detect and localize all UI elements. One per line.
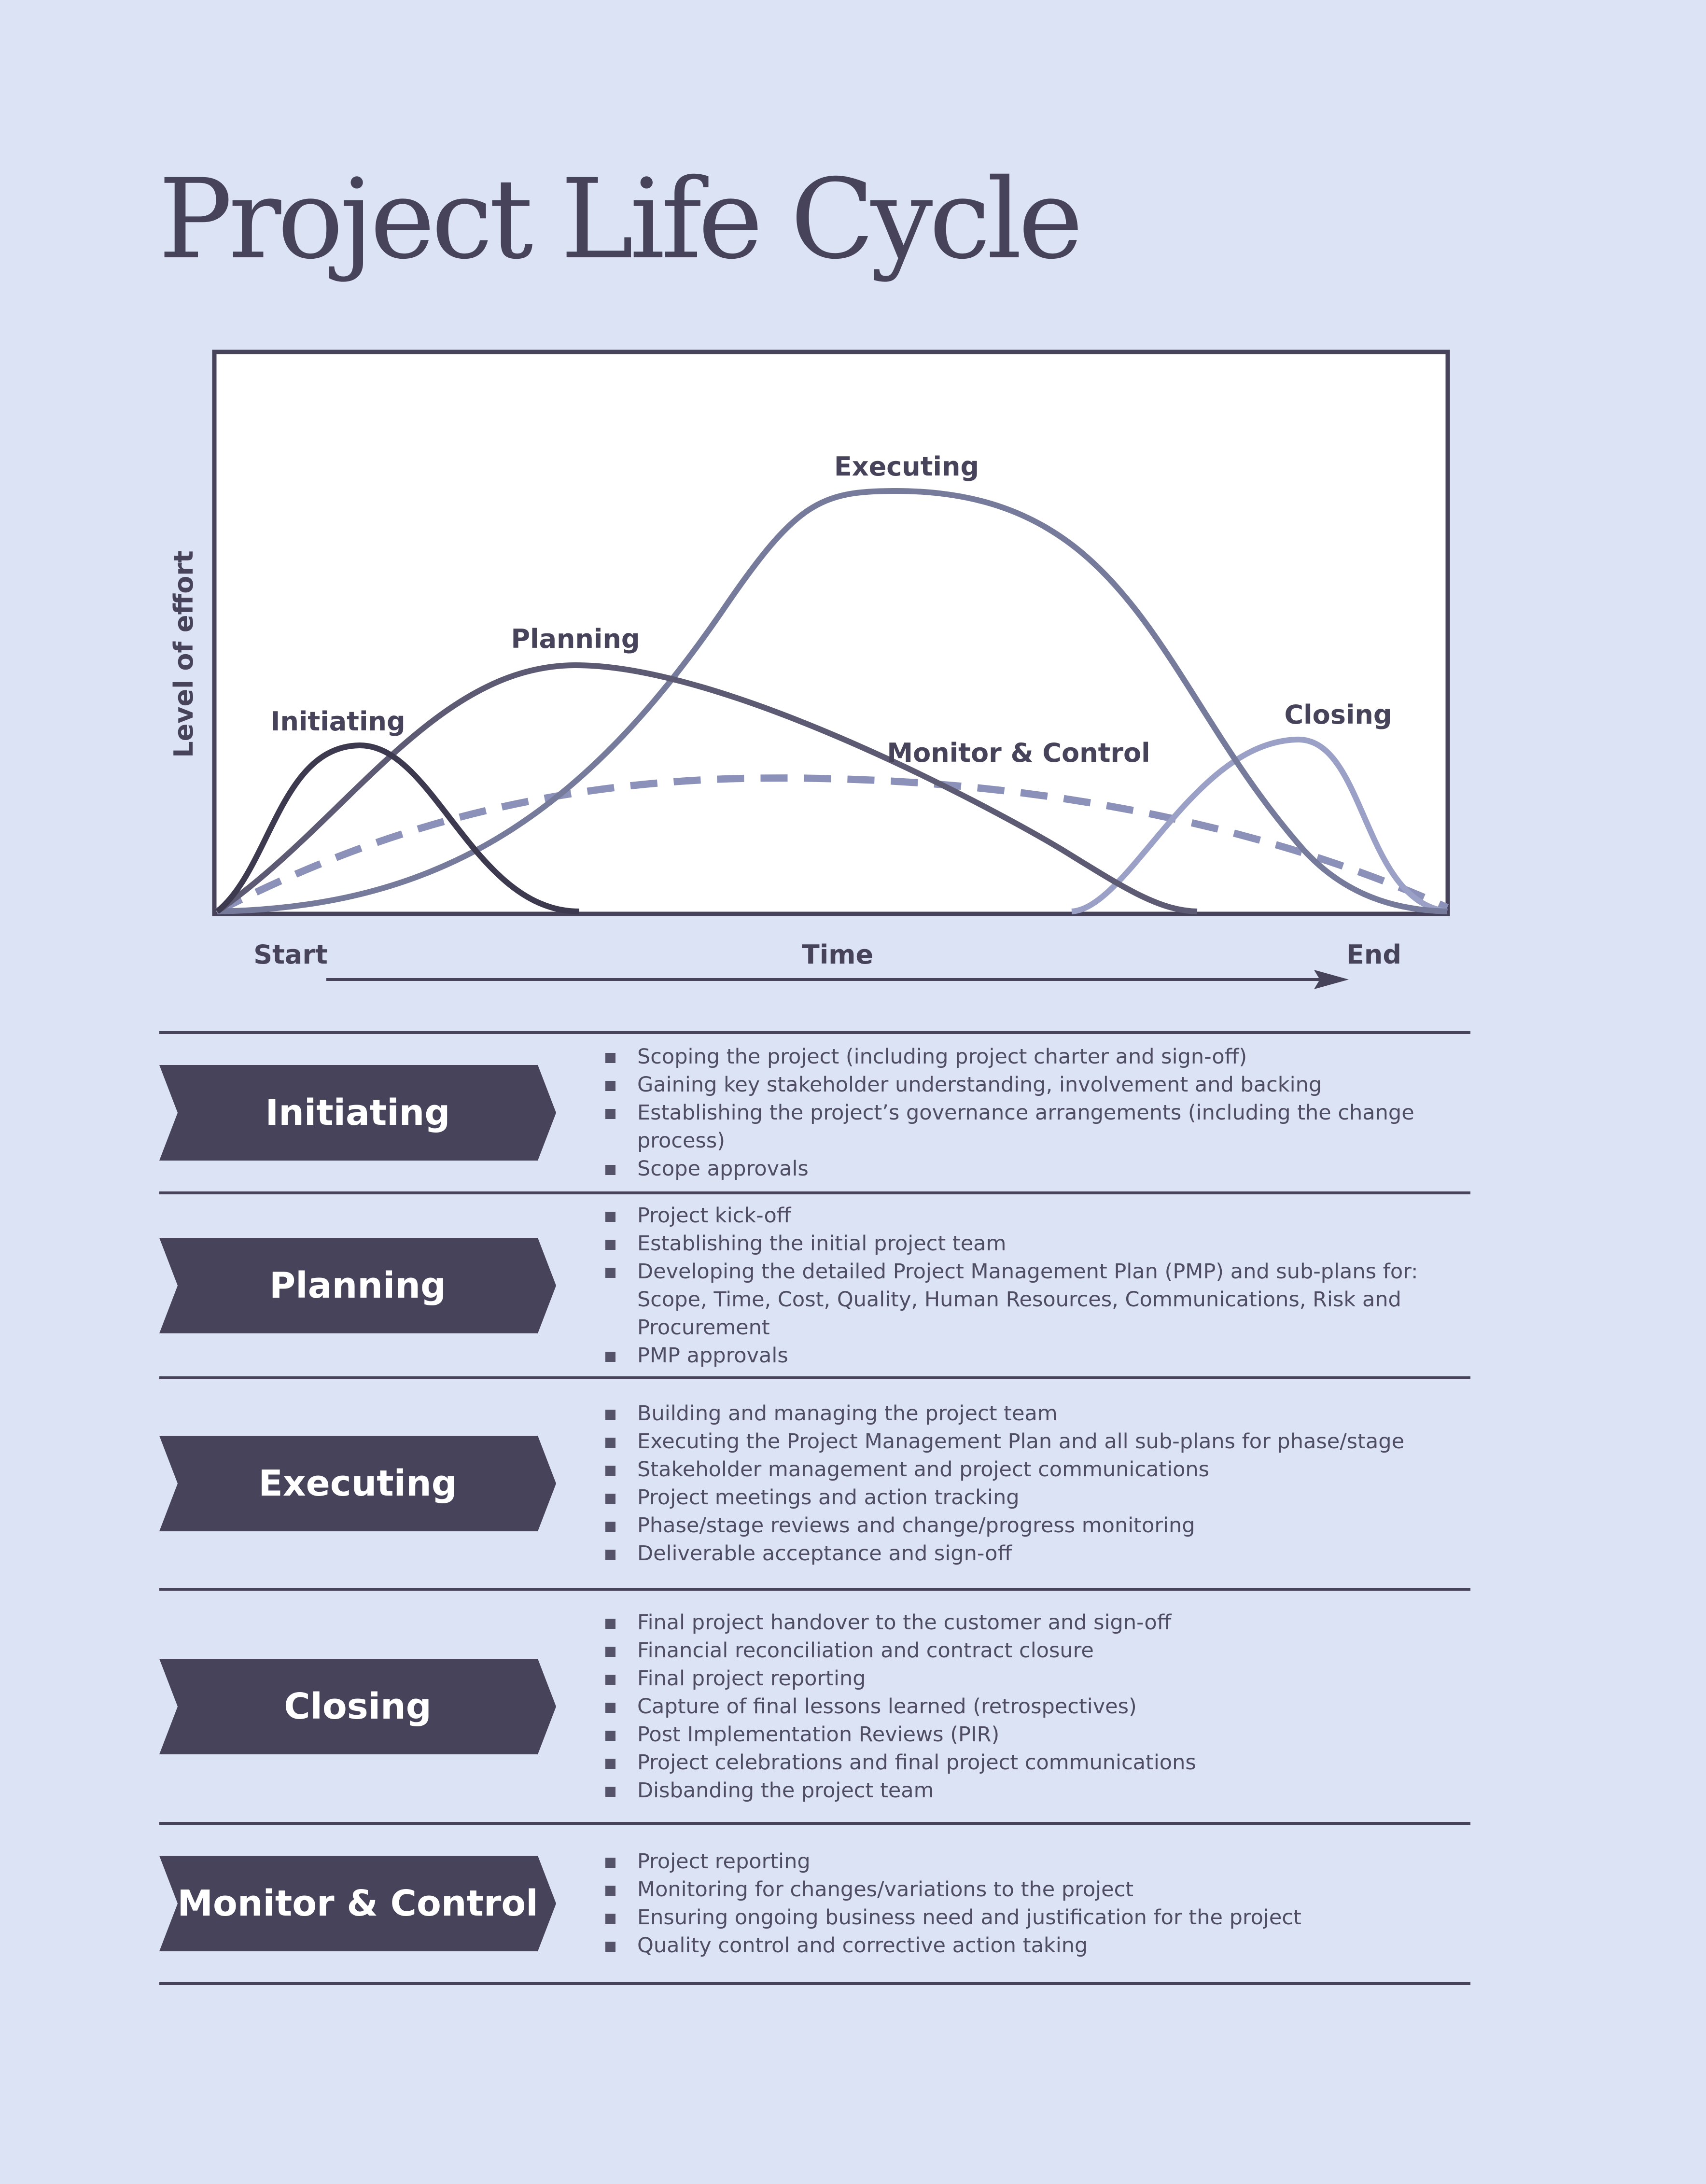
list-item: Final project reporting — [605, 1665, 1470, 1693]
chevron-shape — [159, 1856, 556, 1951]
chevron-shape — [159, 1065, 556, 1161]
list-item: Phase/stage reviews and change/progress … — [605, 1512, 1470, 1540]
list-item: Post Implementation Reviews (PIR) — [605, 1721, 1470, 1749]
phase-bullets: Project reporting Monitoring for changes… — [605, 1848, 1470, 1960]
list-item: Monitoring for changes/variations to the… — [605, 1876, 1470, 1904]
list-item: Establishing the initial project team — [605, 1230, 1470, 1258]
list-item: Project meetings and action tracking — [605, 1484, 1470, 1512]
list-item: Developing the detailed Project Manageme… — [605, 1258, 1470, 1342]
label-monitor-control: Monitor & Control — [887, 738, 1150, 768]
divider — [159, 1982, 1470, 1985]
curve-executing — [217, 488, 1448, 914]
label-executing: Executing — [834, 451, 979, 482]
time-arrow-head — [1314, 970, 1349, 989]
phase-bullets: Scoping the project (including project c… — [605, 1043, 1470, 1183]
phase-bullets: Project kick-off Establishing the initia… — [605, 1202, 1470, 1370]
divider — [159, 1376, 1470, 1379]
chevron-shape — [159, 1658, 556, 1754]
label-planning: Planning — [511, 624, 640, 654]
list-item: Project reporting — [605, 1848, 1470, 1876]
list-item: PMP approvals — [605, 1342, 1470, 1370]
phase-row-executing: Executing Building and managing the proj… — [159, 1379, 1470, 1588]
list-item: Ensuring ongoing business need and justi… — [605, 1904, 1470, 1932]
phase-tag-initiating: Initiating — [159, 1065, 556, 1161]
list-item: Building and managing the project team — [605, 1400, 1470, 1428]
list-item: Quality control and corrective action ta… — [605, 1932, 1470, 1960]
life-cycle-chart: Initiating Planning Executing Closing Mo… — [168, 350, 1450, 989]
list-item: Project celebrations and final project c… — [605, 1749, 1470, 1777]
phase-bullets: Final project handover to the customer a… — [605, 1609, 1470, 1805]
x-start-label: Start — [253, 939, 328, 970]
phase-tag-closing: Closing — [159, 1658, 556, 1754]
list-item: Executing the Project Management Plan an… — [605, 1428, 1470, 1456]
list-item: Financial reconciliation and contract cl… — [605, 1637, 1470, 1665]
divider — [159, 1031, 1470, 1034]
phase-row-planning: Planning Project kick-off Establishing t… — [159, 1194, 1470, 1376]
phase-tag-planning: Planning — [159, 1237, 556, 1333]
divider — [159, 1822, 1470, 1825]
list-item: Establishing the project’s governance ar… — [605, 1099, 1470, 1155]
chevron-shape — [159, 1237, 556, 1333]
phase-row-initiating: Initiating Scoping the project (includin… — [159, 1034, 1470, 1191]
list-item: Disbanding the project team — [605, 1777, 1470, 1805]
list-item: Deliverable acceptance and sign-off — [605, 1540, 1470, 1568]
chart-plot-area — [212, 350, 1450, 916]
list-item: Stakeholder management and project commu… — [605, 1456, 1470, 1484]
phase-tag-executing: Executing — [159, 1436, 556, 1531]
phase-label: Closing — [284, 1685, 432, 1727]
divider — [159, 1588, 1470, 1591]
curve-closing — [1071, 736, 1448, 914]
divider — [159, 1191, 1470, 1194]
page-title: Project Life Cycle — [158, 155, 1083, 283]
label-closing: Closing — [1285, 700, 1392, 730]
phase-row-closing: Closing Final project handover to the cu… — [159, 1591, 1470, 1822]
phase-label: Monitor & Control — [177, 1883, 538, 1924]
curve-planning — [215, 662, 1198, 914]
label-initiating: Initiating — [270, 706, 405, 737]
curve-monitor-control — [215, 774, 1449, 915]
chevron-shape — [159, 1436, 556, 1531]
list-item: Scoping the project (including project c… — [605, 1043, 1470, 1071]
x-axis-label: Time — [802, 939, 873, 970]
list-item: Final project handover to the customer a… — [605, 1609, 1470, 1637]
list-item: Scope approvals — [605, 1155, 1470, 1183]
phase-row-monitor-control: Monitor & Control Project reporting Moni… — [159, 1825, 1470, 1982]
phase-label: Planning — [269, 1264, 446, 1306]
list-item: Capture of final lessons learned (retros… — [605, 1693, 1470, 1721]
x-end-label: End — [1346, 939, 1401, 970]
y-axis-label: Level of effort — [168, 550, 199, 757]
list-item: Project kick-off — [605, 1202, 1470, 1230]
phase-bullets: Building and managing the project team E… — [605, 1400, 1470, 1568]
curve-initiating — [215, 742, 580, 914]
phase-tag-monitor-control: Monitor & Control — [159, 1856, 556, 1951]
phase-table: Initiating Scoping the project (includin… — [159, 1031, 1470, 1985]
phase-label: Initiating — [265, 1092, 450, 1134]
list-item: Gaining key stakeholder understanding, i… — [605, 1071, 1470, 1099]
phase-label: Executing — [258, 1463, 457, 1504]
